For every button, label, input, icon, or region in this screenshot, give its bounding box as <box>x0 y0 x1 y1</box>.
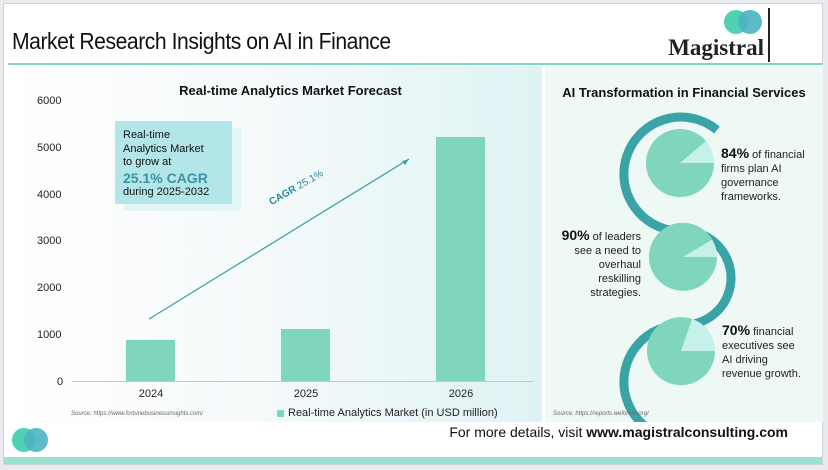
website-link[interactable]: www.magistralconsulting.com <box>586 424 788 440</box>
bar-2026 <box>436 137 485 381</box>
y-tick: 0 <box>57 376 64 388</box>
y-tick: 2000 <box>37 282 62 294</box>
callout-highlight: 25.1% CAGR <box>123 169 208 186</box>
stat-70: 70% financial executives see AI driving … <box>722 322 801 380</box>
bar-2025 <box>281 329 330 381</box>
footer-band <box>4 457 822 464</box>
legend-swatch <box>277 409 284 417</box>
source-note: Source: https://www.fortunebusinessinsig… <box>71 411 204 417</box>
infographic-title: AI Transformation in Financial Services <box>562 85 806 100</box>
cagr-callout: Real-time Analytics Market to grow at 25… <box>115 121 232 204</box>
logo-text: Magistral <box>668 35 764 60</box>
logo-circles-icon <box>724 10 764 34</box>
legend-label: Real-time Analytics Market (in USD milli… <box>288 407 498 419</box>
y-tick: 3000 <box>37 235 62 247</box>
magistral-logo: Magistral <box>652 8 772 62</box>
page-title: Market Research Insights on AI in Financ… <box>12 28 391 54</box>
x-tick: 2025 <box>293 388 319 400</box>
x-tick: 2024 <box>138 388 164 400</box>
snake-path-pie-icons <box>619 112 736 422</box>
slide: Market Research Insights on AI in Financ… <box>3 3 823 465</box>
x-axis-line <box>72 381 534 382</box>
chart-title: Real-time Analytics Market Forecast <box>179 83 402 98</box>
chart-legend: Real-time Analytics Market (in USD milli… <box>277 407 498 419</box>
stat-84: 84% of financial firms plan AI governanc… <box>721 145 805 203</box>
bar-2024 <box>126 340 175 381</box>
infographic-panel: AI Transformation in Financial Services … <box>545 66 823 422</box>
y-tick: 1000 <box>37 329 62 341</box>
y-tick: 4000 <box>37 189 62 201</box>
cagr-trend-arrow-icon <box>148 158 410 320</box>
x-tick: 2026 <box>448 388 474 400</box>
footer-logo-circles-icon <box>12 428 52 452</box>
y-tick: 6000 <box>37 95 62 107</box>
logo-divider <box>768 8 770 62</box>
bar-chart-panel: Real-time Analytics Market Forecast 6000… <box>9 66 542 422</box>
header-divider <box>8 63 822 65</box>
stat-90: 90% of leaders see a need to overhaul re… <box>561 227 641 299</box>
footer-cta: For more details, visit www.magistralcon… <box>449 424 788 440</box>
y-tick: 5000 <box>37 142 62 154</box>
source-note: Source: https://reports.weforum.org/ <box>553 411 649 417</box>
